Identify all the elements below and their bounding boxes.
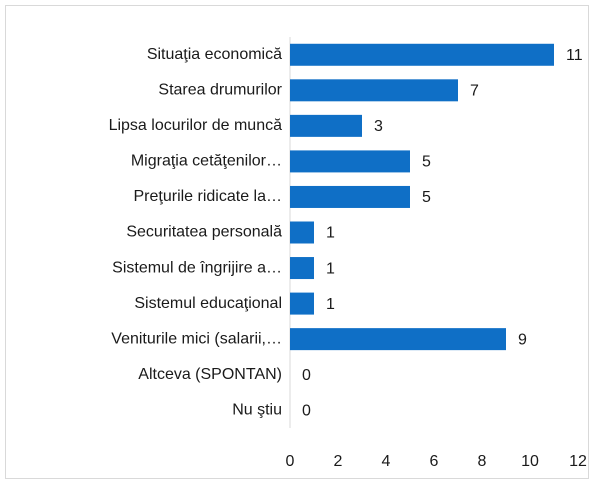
y-tick-label: Sistemul de îngrijire a… [112, 259, 282, 276]
y-tick-label: Veniturile mici (salarii,… [111, 330, 282, 347]
bar [290, 150, 410, 173]
y-tick-label: Altceva (SPONTAN) [138, 366, 282, 383]
x-tick-label: 2 [334, 453, 343, 470]
data-label: 5 [422, 189, 431, 206]
bar [290, 292, 314, 315]
y-tick-label: Migraţia cetăţenilor… [131, 153, 282, 170]
data-label: 9 [518, 331, 527, 348]
y-tick-label: Nu ştiu [232, 401, 282, 418]
x-tick-label: 6 [430, 453, 439, 470]
bar [290, 43, 554, 66]
bar [290, 257, 314, 280]
data-label: 3 [374, 118, 383, 135]
data-label: 1 [326, 296, 335, 313]
y-tick-label: Lipsa locurilor de muncă [109, 117, 283, 134]
x-tick-label: 10 [521, 453, 539, 470]
x-tick-label: 8 [478, 453, 487, 470]
data-label: 7 [470, 83, 479, 100]
data-label: 1 [326, 260, 335, 277]
x-tick-label: 0 [286, 453, 295, 470]
x-tick-label: 4 [382, 453, 391, 470]
x-tick-label: 12 [569, 453, 587, 470]
data-label: 0 [302, 402, 311, 419]
y-tick-label: Securitatea personală [126, 224, 282, 241]
data-label: 0 [302, 367, 311, 384]
bar [290, 79, 458, 102]
bar [290, 221, 314, 244]
y-tick-label: Situaţia economică [147, 46, 282, 63]
bar [290, 328, 506, 351]
y-tick-label: Sistemul educaţional [134, 295, 282, 312]
y-tick-label: Preţurile ridicate la… [134, 188, 283, 205]
bar [290, 114, 362, 137]
data-label: 1 [326, 225, 335, 242]
y-tick-label: Starea drumurilor [158, 82, 282, 99]
data-label: 11 [566, 47, 583, 64]
data-label: 5 [422, 154, 431, 171]
bar [290, 185, 410, 208]
